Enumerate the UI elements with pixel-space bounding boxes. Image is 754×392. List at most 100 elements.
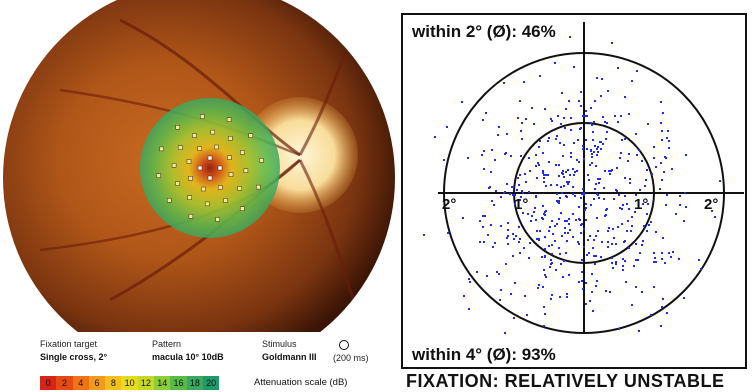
- fixation-point: [615, 261, 617, 263]
- fixation-point: [533, 123, 535, 125]
- fixation-point: [611, 257, 613, 259]
- scale-cell-18: 18: [186, 376, 203, 390]
- fixation-point: [594, 188, 596, 190]
- fixation-point: [543, 325, 545, 327]
- fixation-point: [647, 123, 649, 125]
- fixation-point: [538, 146, 540, 148]
- fixation-point: [566, 181, 568, 183]
- within-4deg-label: within 4° (Ø): 93%: [410, 345, 558, 365]
- fixation-point: [566, 220, 568, 222]
- fixation-point: [482, 119, 484, 121]
- fixation-point: [558, 175, 560, 177]
- fixation-plot: [423, 22, 744, 334]
- test-point: [171, 163, 177, 168]
- fixation-point: [507, 235, 509, 237]
- fixation-point: [655, 261, 657, 263]
- fixation-point: [653, 146, 655, 148]
- fixation-point: [574, 171, 576, 173]
- fixation-point: [482, 226, 484, 228]
- fixation-point: [661, 179, 663, 181]
- fixation-point: [535, 154, 537, 156]
- fixation-point: [543, 174, 545, 176]
- fixation-point: [566, 240, 568, 242]
- fixation-point: [500, 225, 502, 227]
- stimulus-size-icon: [339, 340, 349, 350]
- fixation-point: [556, 184, 558, 186]
- fixation-point: [638, 330, 640, 332]
- fixation-point: [596, 280, 598, 282]
- fixation-point: [514, 194, 516, 196]
- stimulus-duration: (200 ms): [333, 353, 369, 363]
- fixation-point: [565, 171, 567, 173]
- fixation-point: [517, 117, 519, 119]
- fixation-point: [624, 195, 626, 197]
- fixation-point: [598, 182, 600, 184]
- test-point: [159, 146, 164, 152]
- fixation-point: [567, 183, 569, 185]
- fixation-point: [490, 171, 492, 173]
- fixation-point: [544, 313, 546, 315]
- fixation-point: [593, 198, 595, 200]
- fixation-point: [591, 124, 593, 126]
- fixation-point: [512, 255, 514, 257]
- fixation-point: [619, 207, 621, 209]
- fixation-point: [481, 154, 483, 156]
- fixation-point: [500, 196, 502, 198]
- fixation-point: [624, 96, 626, 98]
- fixation-point: [520, 155, 522, 157]
- fixation-point: [569, 36, 571, 38]
- fixation-point: [611, 42, 613, 44]
- fixation-point: [666, 137, 668, 139]
- fixation-point: [550, 118, 552, 120]
- fixation-point: [591, 291, 593, 293]
- fixation-point: [662, 298, 664, 300]
- fixation-point: [672, 251, 674, 253]
- fixation-point: [628, 247, 630, 249]
- fixation-point: [570, 117, 572, 119]
- fixation-point: [536, 238, 538, 240]
- fixation-point: [559, 253, 561, 255]
- fixation-point: [523, 247, 525, 249]
- test-point: [243, 168, 249, 173]
- fixation-point: [545, 185, 547, 187]
- fixation-point: [499, 299, 501, 301]
- fixation-point: [524, 295, 526, 297]
- fixation-point: [467, 157, 469, 159]
- fixation-point: [582, 288, 584, 290]
- fixation-point: [593, 121, 595, 123]
- fixation-point: [563, 144, 565, 146]
- fixation-point: [581, 193, 583, 195]
- fixation-point: [518, 226, 520, 228]
- fixation-point: [635, 286, 637, 288]
- fixation-point: [622, 269, 624, 271]
- tick-right-2deg: 2°: [704, 196, 719, 213]
- fixation-point: [556, 200, 558, 202]
- fixation-point: [596, 217, 598, 219]
- test-point: [218, 185, 223, 190]
- fixation-point: [536, 230, 538, 232]
- fixation-point: [618, 328, 620, 330]
- test-point: [175, 181, 180, 186]
- fixation-point: [628, 208, 630, 210]
- fixation-point: [565, 108, 567, 110]
- fixation-point: [539, 230, 541, 232]
- fixation-point: [562, 155, 564, 157]
- fixation-point: [524, 173, 526, 175]
- fixation-point: [564, 227, 566, 229]
- fixation-point: [507, 222, 509, 224]
- test-point: [214, 144, 219, 150]
- fixation-point: [521, 190, 523, 192]
- fixation-point: [592, 247, 594, 249]
- fixation-point: [670, 256, 672, 258]
- fixation-point: [603, 198, 605, 200]
- fixation-point: [518, 184, 520, 186]
- fixation-point: [609, 173, 611, 175]
- fixation-point: [633, 265, 635, 267]
- fixation-point: [588, 179, 590, 181]
- fixation-point: [602, 143, 604, 145]
- fixation-point: [631, 80, 633, 82]
- fixation-point: [661, 258, 663, 260]
- fixation-point: [558, 247, 560, 249]
- fixation-point: [678, 258, 680, 260]
- fixation-point: [548, 161, 550, 163]
